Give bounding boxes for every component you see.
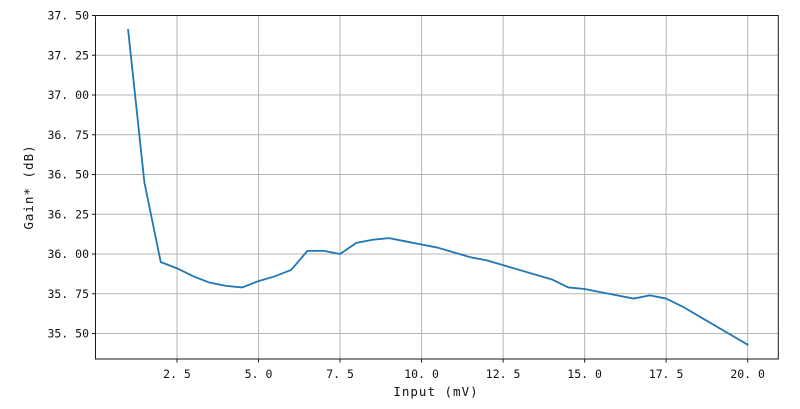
y-tick-label: 37. 50 xyxy=(47,9,89,23)
y-tick-label: 36. 00 xyxy=(47,247,89,261)
x-tick-label: 20. 0 xyxy=(730,367,765,381)
y-axis-label: Gain* (dB) xyxy=(21,144,36,229)
y-tick-label: 36. 25 xyxy=(47,207,89,221)
axes-frame xyxy=(95,15,779,360)
data-line-gain xyxy=(127,28,749,346)
y-tick-label: 37. 25 xyxy=(47,48,89,62)
x-axis-ticks: 2. 5 5. 0 7. 5 10. 0 12. 5 15. 0 17. 5 20. 0 xyxy=(163,359,765,381)
x-tick-label: 7. 5 xyxy=(326,367,354,381)
x-tick-label: 12. 5 xyxy=(486,367,521,381)
x-tick-label: 5. 0 xyxy=(245,367,273,381)
y-axis-ticks: 35. 50 35. 75 36. 00 36. 25 36. 50 36. 75 37. … xyxy=(47,9,96,341)
x-tick-label: 17. 5 xyxy=(649,367,684,381)
x-tick-label: 15. 0 xyxy=(567,367,602,381)
x-tick-label: 2. 5 xyxy=(163,367,191,381)
y-tick-label: 35. 75 xyxy=(47,287,89,301)
y-tick-label: 35. 50 xyxy=(47,327,89,341)
y-tick-label: 36. 75 xyxy=(47,128,89,142)
x-axis-label: Input (mV) xyxy=(393,384,478,399)
y-tick-label: 36. 50 xyxy=(47,168,89,182)
y-tick-label: 37. 00 xyxy=(47,88,89,102)
grid-lines xyxy=(95,15,779,359)
x-tick-label: 10. 0 xyxy=(404,367,439,381)
